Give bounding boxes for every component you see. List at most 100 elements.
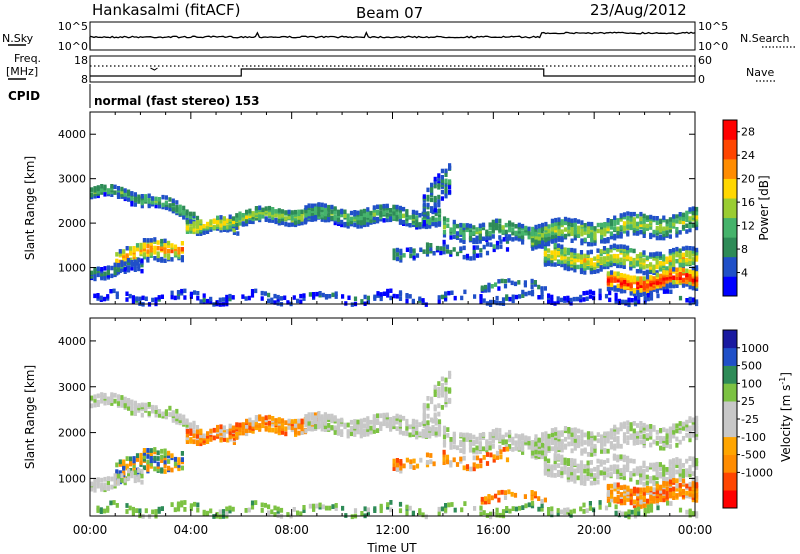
power-cell bbox=[444, 189, 448, 194]
power-cell bbox=[645, 226, 649, 231]
power-cell bbox=[304, 213, 308, 218]
velocity-cell bbox=[448, 397, 452, 403]
velocity-cell bbox=[434, 430, 438, 436]
velocity-cell bbox=[251, 428, 255, 434]
velocity-cell bbox=[271, 416, 275, 421]
velocity-cell bbox=[495, 435, 499, 441]
power-cell bbox=[642, 219, 646, 224]
velocity-cell bbox=[100, 392, 104, 397]
power-cell bbox=[170, 290, 174, 296]
power-cell bbox=[408, 294, 412, 299]
velocity-cell bbox=[569, 509, 573, 515]
power-cell bbox=[317, 214, 321, 219]
power-cell bbox=[139, 247, 143, 253]
power-cell bbox=[560, 237, 564, 243]
velocity-cell bbox=[254, 415, 258, 420]
power-cell bbox=[527, 230, 531, 236]
power-cell bbox=[530, 278, 534, 284]
power-cell bbox=[135, 243, 140, 248]
power-cell bbox=[472, 245, 476, 250]
power-cell bbox=[430, 206, 434, 211]
power-cell bbox=[563, 216, 568, 222]
velocity-cell bbox=[399, 459, 403, 464]
velocity-cell bbox=[593, 466, 597, 472]
power-cell bbox=[405, 209, 409, 214]
power-cell bbox=[422, 194, 426, 199]
power-cell bbox=[313, 203, 317, 208]
power-cell bbox=[177, 252, 181, 258]
velocity-cell bbox=[499, 449, 503, 455]
velocity-cbar-tick-label: -500 bbox=[741, 449, 766, 462]
power-cell bbox=[669, 289, 673, 294]
power-cell bbox=[422, 220, 426, 225]
velocity-cell bbox=[614, 504, 618, 510]
velocity-cell bbox=[118, 474, 122, 480]
velocity-cell bbox=[261, 423, 265, 429]
velocity-cell bbox=[96, 402, 100, 407]
velocity-cell bbox=[583, 447, 587, 453]
velocity-cell bbox=[566, 509, 570, 515]
power-cell bbox=[570, 253, 574, 258]
power-cell bbox=[120, 262, 124, 267]
velocity-cell bbox=[505, 446, 510, 452]
power-cell bbox=[310, 215, 314, 221]
velocity-cell bbox=[596, 438, 600, 444]
power-cell bbox=[273, 293, 277, 299]
power-cell bbox=[209, 225, 213, 230]
velocity-cell bbox=[340, 429, 344, 434]
power-cell bbox=[444, 178, 448, 184]
power-cell bbox=[459, 228, 463, 234]
velocity-cell bbox=[678, 429, 682, 434]
power-cell bbox=[573, 224, 577, 230]
velocity-cell bbox=[672, 495, 676, 500]
velocity-cell bbox=[613, 486, 617, 492]
power-cell bbox=[590, 241, 594, 247]
power-cell bbox=[421, 300, 425, 305]
velocity-cell bbox=[362, 428, 367, 434]
velocity-cell bbox=[411, 510, 415, 516]
velocity-cell bbox=[395, 419, 399, 425]
power-cell bbox=[133, 197, 137, 203]
velocity-cell bbox=[135, 457, 140, 462]
power-cell bbox=[675, 267, 679, 272]
velocity-cell bbox=[668, 426, 672, 432]
power-cell bbox=[149, 241, 153, 246]
power-cell bbox=[442, 233, 447, 238]
velocity-cell bbox=[245, 428, 249, 433]
power-cell bbox=[307, 211, 311, 217]
power-cell bbox=[299, 299, 303, 304]
velocity-cell bbox=[415, 430, 419, 435]
velocity-cell bbox=[504, 443, 508, 448]
velocity-cell bbox=[678, 421, 682, 426]
power-cell bbox=[170, 294, 174, 300]
power-cell bbox=[662, 215, 666, 220]
power-cell bbox=[392, 255, 396, 261]
velocity-cell bbox=[675, 463, 679, 469]
power-cell bbox=[175, 205, 179, 210]
velocity-cell bbox=[258, 414, 262, 420]
power-cell bbox=[573, 236, 577, 241]
power-cell bbox=[593, 256, 597, 261]
power-cell bbox=[681, 219, 686, 225]
power-cell bbox=[649, 262, 653, 267]
velocity-cell bbox=[678, 439, 682, 445]
power-cell bbox=[639, 292, 643, 297]
power-cell bbox=[472, 249, 476, 254]
velocity-cell bbox=[646, 504, 650, 510]
velocity-cell bbox=[599, 459, 603, 465]
velocity-cell bbox=[666, 500, 670, 506]
power-cell bbox=[113, 190, 117, 195]
velocity-cell bbox=[173, 461, 178, 467]
velocity-cell bbox=[433, 392, 437, 397]
velocity-cell bbox=[649, 462, 653, 468]
velocity-cell bbox=[619, 426, 623, 432]
power-cell bbox=[236, 231, 240, 236]
power-cell bbox=[662, 289, 666, 294]
velocity-cell bbox=[442, 439, 447, 445]
velocity-cell bbox=[475, 449, 479, 455]
power-cell bbox=[602, 256, 607, 261]
power-cell bbox=[133, 263, 137, 268]
power-cell bbox=[557, 235, 561, 240]
power-cell bbox=[448, 184, 452, 189]
power-cell bbox=[573, 248, 577, 253]
